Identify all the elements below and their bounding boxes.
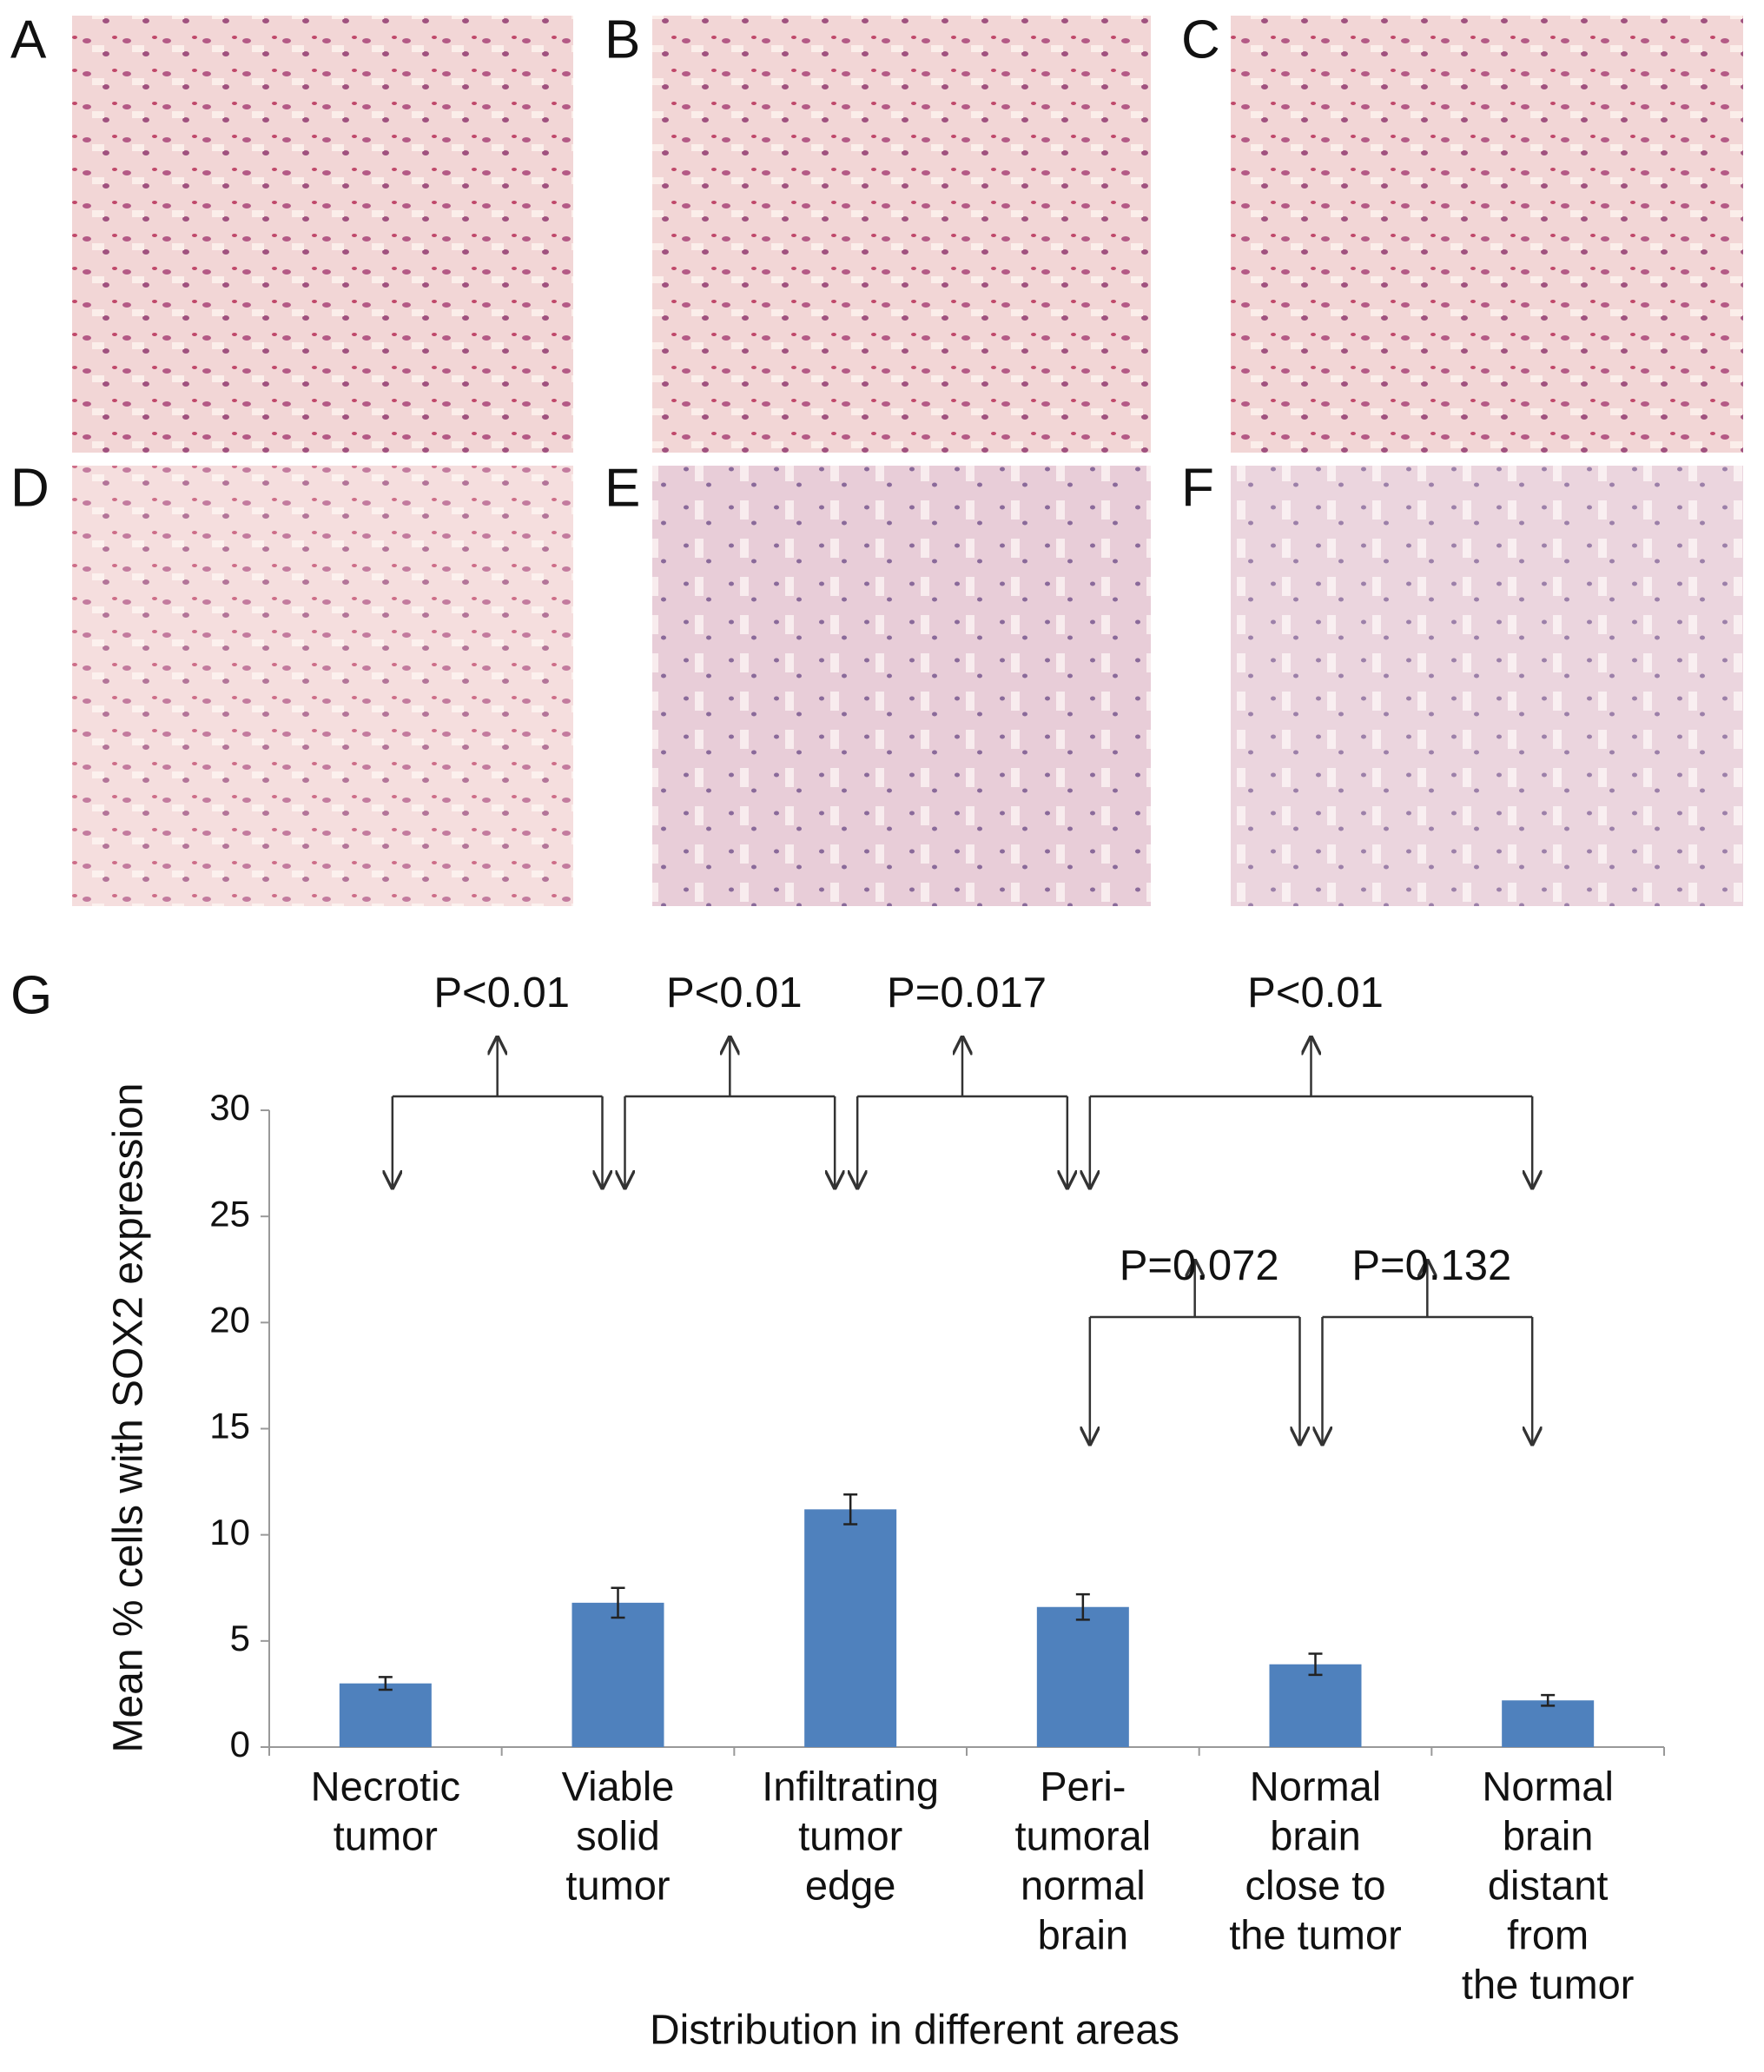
x-tick-label: Necrotic bbox=[311, 1763, 460, 1809]
micrograph bbox=[72, 16, 573, 453]
x-tick-label: brain bbox=[1503, 1812, 1594, 1858]
bar bbox=[804, 1509, 897, 1747]
error-bar bbox=[1308, 1652, 1323, 1677]
y-tick-label: 0 bbox=[230, 1724, 250, 1764]
x-tick-label: tumoral bbox=[1014, 1812, 1151, 1858]
x-tick-label: tumor bbox=[334, 1812, 438, 1858]
annotation: P=0.017 bbox=[887, 970, 1047, 1016]
bar bbox=[571, 1602, 664, 1747]
annotation: P<0.01 bbox=[666, 970, 803, 1016]
y-axis-label: Mean % cells with SOX2 expression bbox=[106, 1083, 152, 1753]
panel-label: B bbox=[605, 10, 640, 70]
y-tick-label: 10 bbox=[209, 1512, 250, 1552]
micrograph bbox=[1231, 466, 1743, 906]
panel-label: D bbox=[10, 458, 50, 518]
bar bbox=[1269, 1664, 1362, 1747]
x-tick-label: close to bbox=[1245, 1862, 1386, 1908]
x-tick-label: brain bbox=[1270, 1812, 1361, 1858]
panel-label: A bbox=[10, 10, 47, 70]
y-tick-label: 30 bbox=[209, 1087, 250, 1128]
error-bar bbox=[1075, 1592, 1090, 1621]
x-tick-label: Viable bbox=[562, 1763, 675, 1809]
panel-label: C bbox=[1181, 10, 1220, 70]
annotation: P<0.01 bbox=[1247, 970, 1384, 1016]
x-tick-label: Normal bbox=[1482, 1763, 1613, 1809]
y-tick-label: 5 bbox=[230, 1618, 250, 1658]
x-tick-label: edge bbox=[805, 1862, 896, 1908]
x-tick-label: the tumor bbox=[1229, 1911, 1402, 1957]
x-tick-label: distant bbox=[1488, 1862, 1608, 1908]
error-bar bbox=[611, 1586, 625, 1619]
error-bar bbox=[378, 1676, 393, 1691]
bar bbox=[1036, 1606, 1129, 1747]
x-tick-label: the tumor bbox=[1462, 1961, 1635, 2007]
y-tick-label: 20 bbox=[209, 1299, 250, 1340]
y-tick-label: 25 bbox=[209, 1193, 250, 1234]
annotation: P<0.01 bbox=[433, 970, 570, 1016]
x-tick-label: solid bbox=[576, 1812, 660, 1858]
panel-label: E bbox=[605, 458, 640, 518]
panel-label: F bbox=[1181, 458, 1214, 518]
micrograph bbox=[72, 466, 573, 906]
micrograph bbox=[652, 16, 1151, 453]
y-tick-label: 15 bbox=[209, 1406, 250, 1446]
x-axis-label: Distribution in different areas bbox=[650, 2008, 1179, 2054]
bar bbox=[339, 1683, 432, 1747]
x-tick-label: Peri- bbox=[1040, 1763, 1126, 1809]
bar bbox=[1502, 1700, 1595, 1747]
x-tick-label: Normal bbox=[1250, 1763, 1381, 1809]
panel-label: G bbox=[10, 965, 52, 1025]
error-bar bbox=[843, 1493, 858, 1526]
x-tick-label: normal bbox=[1021, 1862, 1146, 1908]
annotation: P=0.072 bbox=[1120, 1242, 1279, 1289]
micrograph bbox=[652, 466, 1151, 906]
x-tick-label: from bbox=[1507, 1911, 1589, 1957]
x-tick-label: Infiltrating bbox=[762, 1763, 939, 1809]
x-tick-label: tumor bbox=[565, 1862, 670, 1908]
error-bar bbox=[1541, 1693, 1556, 1707]
annotation: P=0.132 bbox=[1351, 1242, 1511, 1289]
x-tick-label: tumor bbox=[798, 1812, 902, 1858]
micrographs bbox=[72, 16, 1743, 906]
x-tick-label: brain bbox=[1038, 1911, 1129, 1957]
micrograph bbox=[1231, 16, 1743, 453]
